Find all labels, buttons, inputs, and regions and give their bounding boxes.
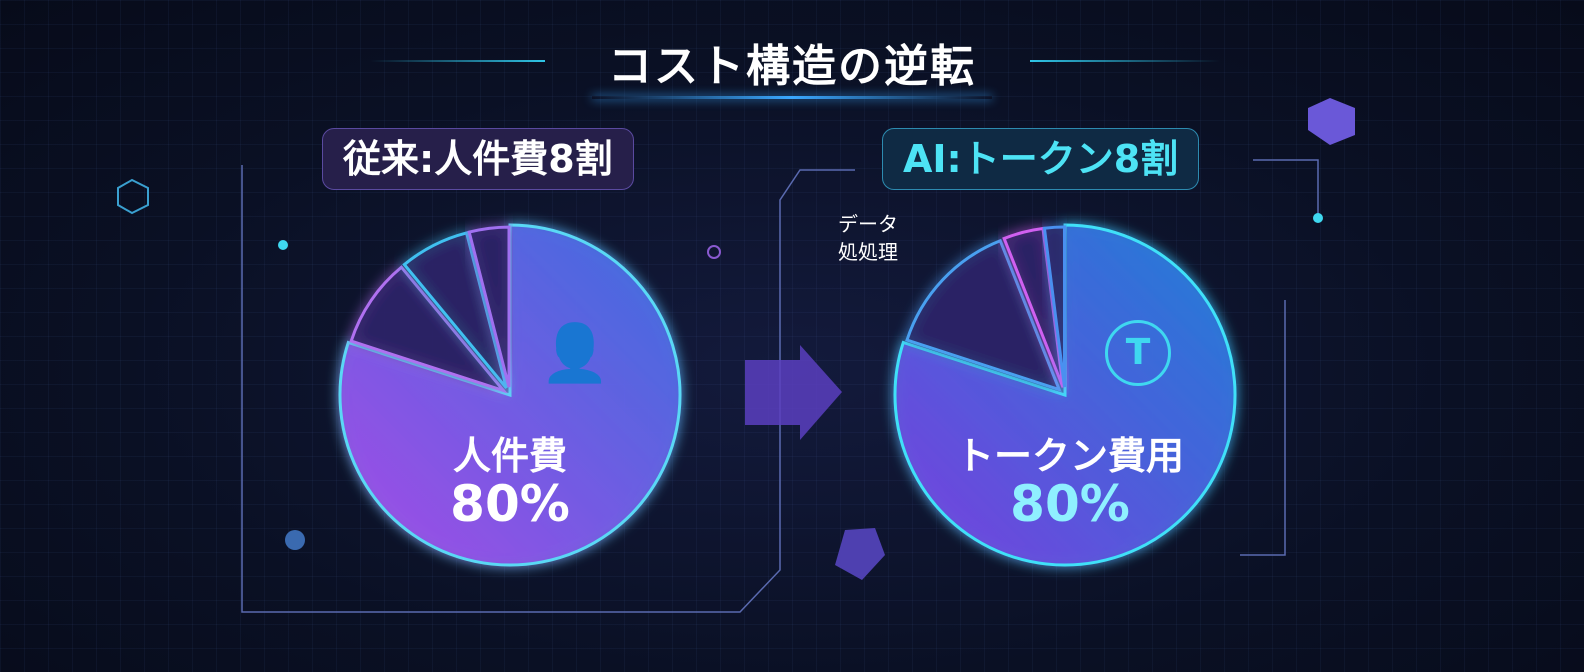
pie-left xyxy=(338,223,682,567)
pie-slice xyxy=(905,238,1062,392)
side-label-line-1: データ xyxy=(838,212,898,236)
pie-slice xyxy=(467,225,511,388)
hexagon-icon xyxy=(117,178,149,215)
cube-icon xyxy=(1308,98,1355,145)
left-center-value: 80% xyxy=(450,475,570,533)
side-label-line-2: 処処理 xyxy=(838,240,898,264)
person-dollar-icon: 👤 xyxy=(540,321,610,386)
pie-slice xyxy=(1002,226,1065,388)
right-center-label: トークン費用 xyxy=(955,434,1184,478)
title-line-left xyxy=(370,60,545,62)
right-center-value: 80% xyxy=(1010,475,1130,533)
pie-slice xyxy=(893,223,1237,567)
left-center-label: 人件費 xyxy=(452,434,567,478)
right-frame-line-2 xyxy=(1240,300,1286,556)
page-title: コスト構造の逆転 xyxy=(608,41,976,92)
left-frame-line xyxy=(241,165,855,613)
pie-slice xyxy=(349,265,508,394)
dot-icon xyxy=(278,240,288,250)
right-panel-label: AI:トークン8割 xyxy=(882,128,1200,190)
ring-icon xyxy=(707,245,721,259)
right-frame-line xyxy=(1253,159,1319,215)
token-chip-icon: T xyxy=(1105,320,1171,386)
cube-icon xyxy=(835,528,885,580)
dot-icon xyxy=(1313,213,1323,223)
arrow-right-icon xyxy=(745,345,842,440)
pie-right xyxy=(893,223,1237,567)
frame-lines xyxy=(241,159,1319,613)
pie-slice xyxy=(402,231,508,389)
pie-slice xyxy=(1042,225,1066,388)
pie-slice xyxy=(338,223,682,567)
dot-icon xyxy=(285,530,305,550)
data-processing-label: データ 処処理 xyxy=(838,210,898,266)
title-underline xyxy=(592,96,992,99)
left-panel-label: 従来:人件費8割 xyxy=(322,128,634,190)
